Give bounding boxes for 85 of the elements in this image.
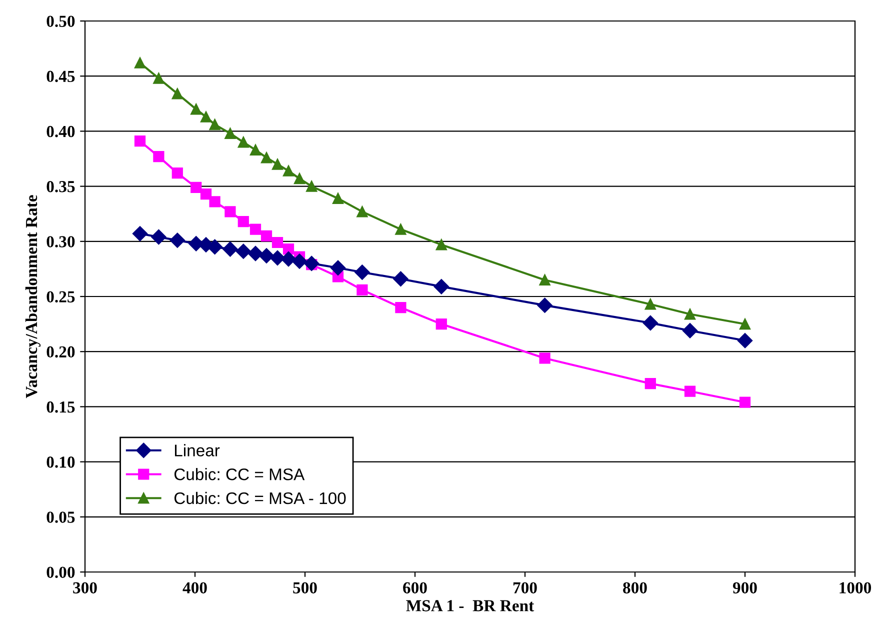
point [684,308,696,320]
point [224,206,236,218]
point [539,274,550,286]
point [356,284,368,296]
point [436,239,447,250]
point [434,279,449,294]
point [132,226,148,242]
point [270,250,286,266]
point [172,88,183,100]
point [151,229,166,245]
point [330,260,346,276]
x-axis-title: MSA 1 - BR Rent [406,600,534,612]
point [170,232,185,248]
x-tick-label: 500 [293,582,317,594]
point [272,236,284,248]
point [153,72,164,84]
y-tick-label: 0.15 [46,401,75,413]
point [739,318,751,330]
point [739,396,751,408]
y-tick-label: 0.35 [46,181,75,192]
y-tick-label: 0.20 [46,346,75,358]
point [280,251,296,267]
y-tick-label: 0.25 [46,291,75,303]
point [395,224,406,235]
point [282,244,294,255]
point [537,298,552,313]
legend-label: Linear [174,444,220,456]
point [250,224,262,235]
y-axis-title: Vacancy/Abandonment Rate [25,195,41,398]
point [190,182,202,193]
point [238,136,249,148]
point [294,173,306,184]
x-tick-label: 300 [73,582,97,594]
point [644,298,656,310]
point [354,264,370,280]
point [190,104,202,115]
point [642,315,658,331]
point [539,352,550,364]
legend-label: Cubic: CC = MSA - 100 [174,492,346,504]
y-tick-label: 0.30 [46,236,75,248]
point [306,180,318,192]
x-tick-label: 1000 [840,582,872,594]
point [207,239,222,254]
point [238,216,249,228]
point [356,206,368,218]
point [153,150,164,162]
point [172,168,183,179]
point [200,188,212,200]
point [260,152,272,164]
y-tick-label: 0.45 [46,70,75,82]
point [224,128,236,139]
point [395,302,406,314]
point [644,378,656,390]
point [250,144,262,156]
point [134,57,146,68]
point [134,136,146,147]
point [236,244,251,259]
point [436,318,447,330]
x-tick-label: 700 [513,582,537,594]
point [222,242,238,257]
y-tick-label: 0.10 [46,456,75,468]
y-tick-label: 0.00 [46,566,75,578]
point [272,158,284,170]
x-tick-label: 400 [182,582,207,594]
point [260,230,272,242]
point [292,254,308,269]
x-tick-label: 900 [732,582,757,594]
point [200,111,212,122]
x-tick-label: 600 [403,582,427,594]
point [209,196,220,208]
x-tick-label: 800 [623,582,647,594]
y-tick-label: 0.40 [46,126,75,138]
y-tick-label: 0.05 [46,512,75,523]
legend-label: Cubic: CC = MSA [174,468,305,480]
point [684,386,696,397]
point [258,248,274,264]
point [332,192,344,204]
y-tick-label: 0.50 [46,16,75,28]
point [304,256,320,272]
point [248,246,264,262]
point [393,271,408,286]
point [209,119,220,130]
point [682,323,698,338]
point [282,165,294,176]
point [737,333,753,348]
